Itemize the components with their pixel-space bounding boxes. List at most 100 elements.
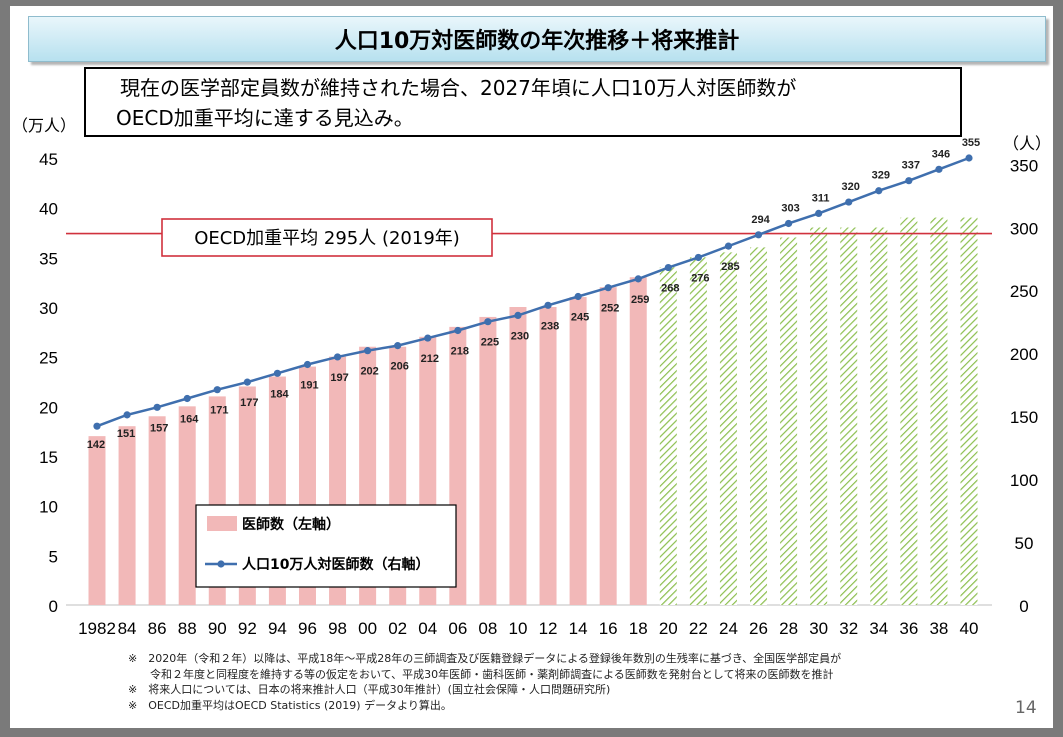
ratio-data-label: 184: [270, 388, 289, 400]
ratio-data-label: 225: [481, 337, 499, 349]
axes-layer: 051015202530354045（万人）050100150200250300…: [12, 116, 1051, 638]
x-tick-label: 92: [238, 619, 257, 638]
bar: [569, 297, 587, 605]
x-tick-label: 32: [839, 619, 858, 638]
projected-bar: [900, 217, 918, 605]
x-tick-label: 10: [509, 619, 528, 638]
ratio-point: [905, 177, 913, 185]
x-tick-label: 24: [719, 619, 738, 638]
ratio-point: [183, 394, 191, 403]
x-tick-label: 86: [148, 619, 167, 638]
ratio-point: [845, 198, 853, 206]
ratio-data-label: 202: [360, 366, 378, 378]
ratio-point: [784, 219, 793, 228]
ratio-point: [213, 386, 221, 394]
projected-bar: [659, 267, 677, 605]
ratio-data-label: 276: [691, 272, 709, 284]
ratio-point: [965, 154, 973, 162]
ratio-data-label: 218: [451, 346, 469, 358]
ratio-data-label: 294: [751, 214, 770, 226]
legend: 医師数（左軸） 人口10万人対医師数（右軸）: [195, 504, 457, 588]
legend-box: [195, 504, 457, 588]
summary-line-1: 現在の医学部定員数が維持された場合、2027年頃に人口10万人対医師数が: [120, 76, 797, 100]
left-tick-label: 0: [49, 597, 58, 616]
x-tick-label: 18: [629, 619, 648, 638]
ratio-data-label: 206: [391, 361, 409, 373]
ratio-point: [694, 253, 702, 262]
projected-bar: [689, 257, 707, 605]
ratio-point: [303, 360, 312, 369]
legend-line-marker: [217, 560, 225, 568]
x-tick-label: 40: [960, 619, 979, 638]
ratio-data-label: 164: [180, 413, 199, 425]
ratio-point: [153, 403, 161, 411]
ratio-point: [634, 275, 642, 283]
left-tick-label: 10: [39, 498, 58, 517]
ratio-data-label: 142: [87, 439, 105, 451]
x-tick-label: 16: [599, 619, 618, 638]
x-tick-label: 12: [539, 619, 558, 638]
legend-bar-swatch: [207, 516, 237, 531]
left-tick-label: 45: [39, 150, 58, 169]
ratio-point: [604, 284, 612, 292]
ratio-point: [93, 422, 101, 430]
right-axis-unit: （人）: [1003, 134, 1051, 153]
ratio-point: [544, 301, 552, 309]
x-tick-label: 26: [749, 619, 768, 638]
ratio-point: [484, 318, 492, 326]
ratio-point: [273, 369, 282, 377]
bar: [599, 287, 617, 605]
ratio-data-label: 303: [781, 202, 799, 214]
ratio-point: [815, 209, 823, 218]
bar: [148, 416, 166, 605]
x-tick-label: 84: [118, 619, 137, 638]
oecd-label: OECD加重平均 295人 (2019年): [194, 228, 460, 249]
bar: [629, 277, 647, 605]
projected-bar: [930, 217, 948, 605]
x-tick-label: 02: [388, 619, 407, 638]
projected-bar: [870, 227, 888, 606]
x-tick-label: 90: [208, 619, 227, 638]
oecd-label-box: [161, 218, 493, 257]
right-tick-label: 50: [1015, 534, 1034, 553]
right-tick-label: 150: [1010, 408, 1038, 427]
ratio-data-label: 191: [300, 380, 318, 392]
ratio-data-label: 346: [932, 148, 950, 160]
ratio-point: [514, 311, 522, 319]
ratio-data-label: 230: [511, 330, 529, 342]
projected-bar: [960, 217, 978, 605]
projected-bar: [810, 227, 828, 606]
ratio-point: [123, 411, 131, 419]
ratio-point: [424, 334, 432, 342]
footnote-line: ※ OECD加重平均はOECD Statistics (2019) データより算…: [128, 698, 452, 712]
right-tick-label: 100: [1010, 471, 1038, 490]
right-tick-label: 250: [1010, 282, 1038, 301]
right-tick-label: 300: [1010, 219, 1038, 238]
ratio-data-label: 177: [240, 397, 258, 409]
x-tick-label: 94: [268, 619, 287, 638]
ratio-data-label: 320: [842, 181, 860, 193]
left-axis-unit: （万人）: [12, 116, 76, 135]
x-tick-label: 20: [659, 619, 678, 638]
slide-title: 人口10万対医師数の年次推移＋将来推計: [334, 29, 740, 54]
right-tick-label: 350: [1010, 156, 1038, 175]
ratio-point: [333, 353, 342, 361]
ratio-data-label: 157: [150, 422, 168, 434]
x-tick-label: 30: [809, 619, 828, 638]
left-tick-label: 5: [49, 547, 58, 566]
ratio-data-label: 212: [421, 353, 439, 365]
ratio-data-label: 245: [571, 312, 589, 324]
x-tick-label: 36: [899, 619, 918, 638]
ratio-data-label: 238: [541, 320, 559, 332]
projected-bar: [780, 237, 798, 605]
x-tick-label: 04: [418, 619, 437, 638]
x-tick-label: 1982: [78, 619, 116, 638]
legend-bar-label: 医師数（左軸）: [242, 516, 340, 533]
x-tick-label: 28: [779, 619, 798, 638]
line-series-layer: 142 151 157 164 171 177 184 191 197 202 206 212 218 2…: [87, 137, 980, 451]
x-tick-label: 06: [448, 619, 467, 638]
ratio-data-label: 329: [872, 170, 890, 182]
title-banner: 人口10万対医師数の年次推移＋将来推計: [28, 16, 1046, 62]
left-tick-label: 30: [39, 299, 58, 318]
footnote-line: ※ 将来人口については、日本の将来推計人口（平成30年推計）(国立社会保障・人口…: [128, 683, 611, 696]
